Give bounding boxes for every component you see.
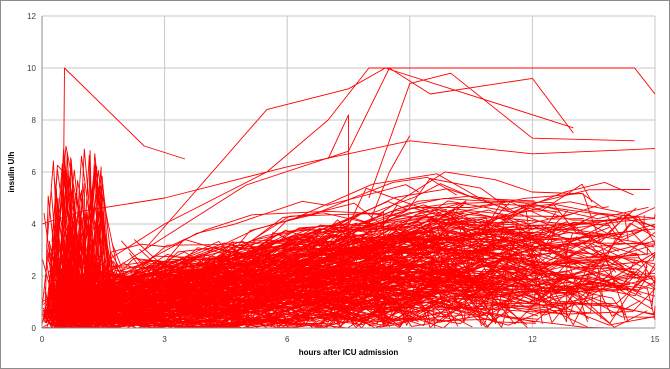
series-line [61, 278, 374, 329]
series-line [112, 266, 587, 329]
series-line [59, 223, 619, 326]
series-line [61, 269, 656, 329]
x-tick-label: 0 [40, 335, 45, 344]
series-line [327, 114, 411, 277]
series-line [41, 67, 656, 303]
y-tick-label: 4 [32, 220, 37, 229]
series-line [48, 163, 493, 313]
y-tick-label: 12 [27, 12, 36, 21]
x-tick-label: 15 [651, 335, 660, 344]
series-line [139, 248, 642, 314]
series-line [92, 224, 522, 317]
series-lines [41, 67, 656, 329]
y-tick-label: 0 [32, 324, 37, 333]
series-line [41, 67, 574, 316]
series-line [102, 171, 629, 323]
x-tick-label: 12 [528, 335, 537, 344]
x-axis-title: hours after ICU admission [299, 348, 399, 357]
x-tick-label: 3 [162, 335, 167, 344]
series-line [49, 266, 457, 329]
series-line [108, 277, 626, 328]
series-line [126, 284, 395, 329]
series-line [65, 255, 419, 323]
series-line [56, 240, 638, 325]
tick-labels: 0 3 6 9 12 15 0 2 4 6 8 10 12 [27, 12, 660, 344]
x-tick-label: 9 [408, 335, 413, 344]
y-axis-title: insulin U/h [7, 151, 16, 192]
series-line [70, 229, 656, 319]
y-tick-label: 8 [32, 116, 37, 125]
series-line [55, 205, 656, 328]
series-line [90, 189, 594, 317]
series-line [99, 204, 656, 326]
series-line [44, 186, 594, 328]
series-line [47, 217, 482, 327]
x-tick-label: 6 [285, 335, 290, 344]
series-line [41, 140, 656, 225]
series-line [54, 252, 656, 324]
axes [41, 16, 655, 329]
series-line [368, 72, 635, 199]
series-line [45, 244, 378, 325]
series-line [62, 230, 433, 316]
series-line [134, 253, 539, 329]
y-tick-label: 6 [32, 168, 37, 177]
series-line [94, 279, 494, 322]
series-line [143, 67, 574, 251]
series-line [64, 254, 656, 329]
series-line [48, 240, 404, 328]
y-tick-label: 2 [32, 272, 37, 281]
y-tick-label: 10 [27, 64, 36, 73]
series-line [41, 67, 186, 329]
